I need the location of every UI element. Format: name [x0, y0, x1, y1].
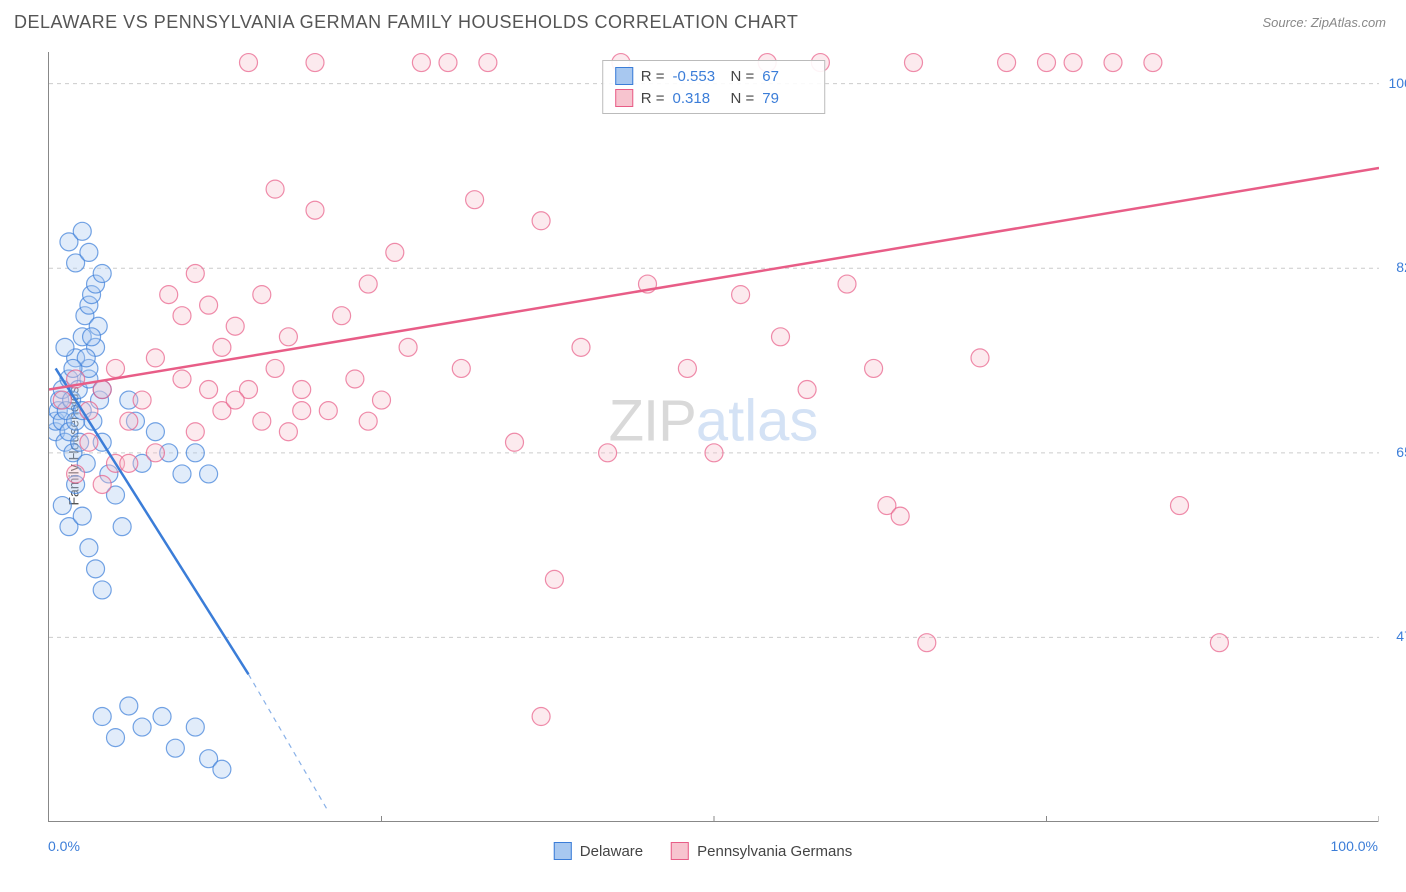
- legend-swatch-delaware-icon: [554, 842, 572, 860]
- n-value-delaware: 67: [762, 68, 812, 85]
- stats-legend-box: R = -0.553 N = 67 R = 0.318 N = 79: [602, 60, 826, 114]
- x-axis-min-label: 0.0%: [48, 838, 80, 854]
- legend-swatch-pagerman-icon: [671, 842, 689, 860]
- y-tick-label: 100.0%: [1389, 75, 1406, 91]
- legend-label-delaware: Delaware: [580, 843, 643, 860]
- r-value-delaware: -0.553: [673, 68, 723, 85]
- swatch-pagerman-icon: [615, 89, 633, 107]
- source-label: Source: ZipAtlas.com: [1262, 15, 1386, 30]
- r-label: R =: [641, 90, 665, 107]
- n-label: N =: [731, 68, 755, 85]
- n-value-pagerman: 79: [762, 90, 812, 107]
- swatch-delaware-icon: [615, 67, 633, 85]
- n-label: N =: [731, 90, 755, 107]
- legend-item-delaware: Delaware: [554, 842, 643, 860]
- y-tick-label: 82.5%: [1396, 259, 1406, 275]
- legend-item-pagerman: Pennsylvania Germans: [671, 842, 852, 860]
- stats-row-pagerman: R = 0.318 N = 79: [615, 87, 813, 109]
- chart-title: DELAWARE VS PENNSYLVANIA GERMAN FAMILY H…: [14, 12, 798, 33]
- r-label: R =: [641, 68, 665, 85]
- y-tick-label: 47.5%: [1396, 628, 1406, 644]
- x-axis-max-label: 100.0%: [1331, 838, 1378, 854]
- legend-label-pagerman: Pennsylvania Germans: [697, 843, 852, 860]
- bottom-legend: Delaware Pennsylvania Germans: [554, 842, 852, 860]
- scatter-svg: [49, 52, 1379, 822]
- chart-plot-area: R = -0.553 N = 67 R = 0.318 N = 79 ZIPat…: [48, 52, 1378, 822]
- r-value-pagerman: 0.318: [673, 90, 723, 107]
- stats-row-delaware: R = -0.553 N = 67: [615, 65, 813, 87]
- y-tick-label: 65.0%: [1396, 444, 1406, 460]
